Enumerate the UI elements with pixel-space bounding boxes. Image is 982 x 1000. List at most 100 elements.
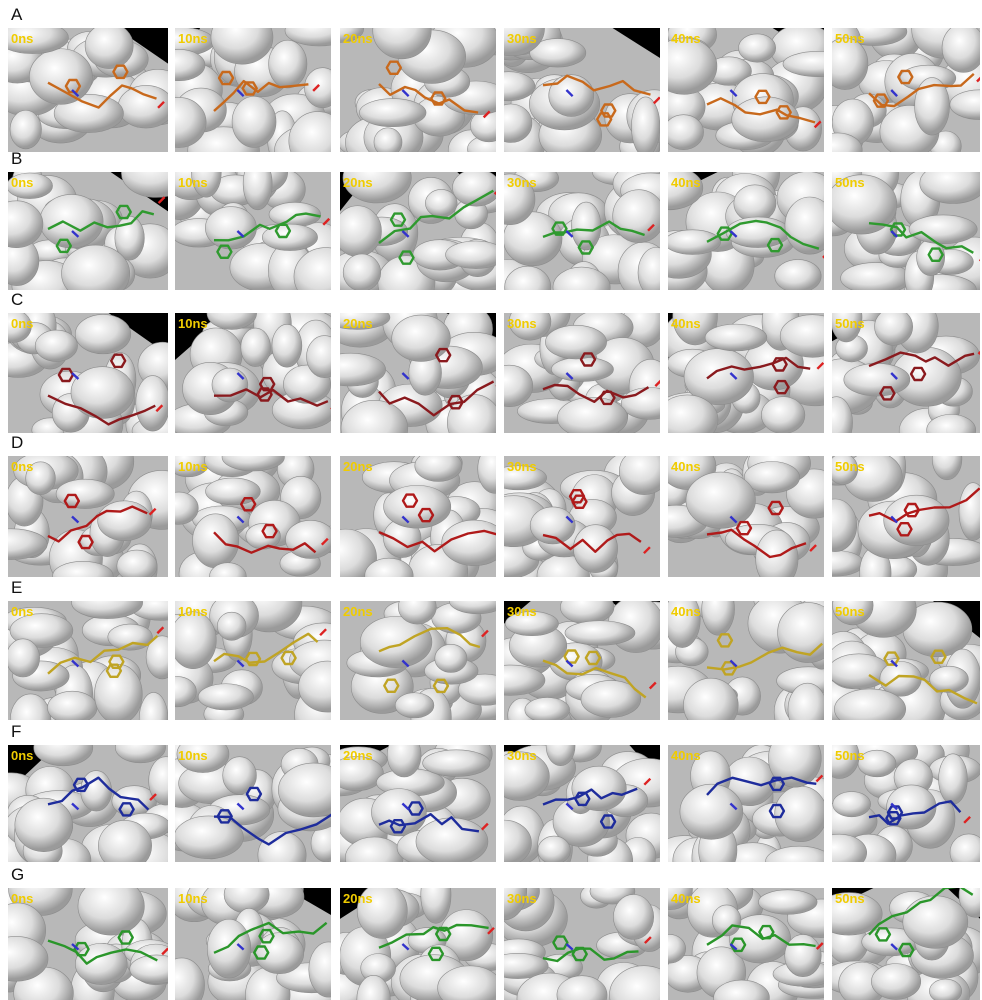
surface-lobe <box>788 683 827 736</box>
surface-lobe <box>139 692 168 745</box>
surface-lobe <box>360 616 432 667</box>
surface-lobe <box>833 792 871 817</box>
snapshot-panel <box>480 1 682 169</box>
row-label: E <box>11 578 22 597</box>
snapshot-panel <box>472 159 681 316</box>
surface-lobe <box>278 763 349 817</box>
surface-lobe <box>761 397 805 434</box>
row-label: D <box>11 433 23 452</box>
surface-lobe <box>920 163 982 204</box>
surface-lobe <box>307 336 343 378</box>
surface-lobe <box>490 104 532 142</box>
surface-lobe <box>341 400 408 456</box>
time-label: 40ns <box>671 604 701 619</box>
surface-lobe <box>663 115 703 150</box>
snapshot-panel <box>637 144 839 305</box>
surface-lobe <box>98 501 152 541</box>
row-label: F <box>11 722 21 741</box>
surface-lobe <box>758 890 817 915</box>
surface-lobe <box>392 315 451 361</box>
surface-lobe <box>6 639 39 677</box>
surface-lobe <box>224 876 269 913</box>
page: A0ns10ns20ns30ns40ns50nsB0ns10ns20ns30ns… <box>0 0 982 1000</box>
surface-lobe <box>205 207 256 250</box>
surface-lobe <box>765 846 833 877</box>
surface-lobe <box>56 479 114 508</box>
surface-lobe <box>193 514 239 568</box>
surface-lobe <box>115 732 165 763</box>
surface-lobe <box>373 3 431 59</box>
surface-lobe <box>651 38 717 94</box>
snapshot-panel <box>155 143 358 306</box>
surface-lobe <box>72 587 143 619</box>
surface-lobe <box>702 583 735 635</box>
surface-lobe <box>871 964 920 1000</box>
surface-lobe <box>423 750 490 777</box>
snapshot-panel <box>487 289 679 438</box>
snapshot-panel <box>656 288 850 445</box>
surface-lobe <box>174 816 243 859</box>
hetero-atom <box>331 403 337 409</box>
surface-lobe <box>785 934 822 976</box>
surface-lobe <box>844 363 910 396</box>
surface-lobe <box>565 621 635 646</box>
surface-lobe <box>170 612 216 669</box>
time-label: 0ns <box>11 31 33 46</box>
surface-lobe <box>571 202 601 250</box>
surface-lobe <box>334 206 382 257</box>
surface-lobe <box>47 691 97 724</box>
surface-lobe <box>942 23 982 72</box>
surface-lobe <box>820 397 852 449</box>
surface-lobe <box>387 733 421 777</box>
time-label: 20ns <box>343 459 373 474</box>
surface-lobe <box>560 591 614 624</box>
time-label: 30ns <box>507 316 537 331</box>
surface-lobe <box>613 894 653 939</box>
surface-lobe <box>365 558 413 593</box>
time-label: 40ns <box>671 316 701 331</box>
time-label: 10ns <box>178 316 208 331</box>
surface-lobe <box>40 194 103 248</box>
surface-lobe <box>243 158 272 210</box>
surface-lobe <box>304 68 340 108</box>
time-label: 10ns <box>178 459 208 474</box>
snapshot-panel <box>807 581 982 737</box>
snapshot-panel <box>159 861 349 1000</box>
surface-lobe <box>929 979 961 1000</box>
surface-lobe <box>272 324 302 367</box>
surface-lobe <box>442 520 507 566</box>
surface-lobe <box>415 450 462 481</box>
surface-lobe <box>289 112 347 171</box>
time-label: 20ns <box>343 31 373 46</box>
surface-lobe <box>241 328 271 367</box>
snapshot-panel <box>807 438 982 599</box>
time-label: 50ns <box>835 459 865 474</box>
surface-lobe <box>939 754 968 804</box>
surface-lobe <box>395 693 434 718</box>
surface-lobe <box>538 836 571 864</box>
time-label: 40ns <box>671 31 701 46</box>
snapshot-panel <box>476 860 679 1000</box>
row-label: G <box>11 865 24 884</box>
surface-lobe <box>738 34 775 62</box>
surface-lobe <box>927 414 976 446</box>
surface-lobe <box>53 561 114 591</box>
surface-lobe <box>665 230 721 255</box>
surface-lobe <box>359 99 426 127</box>
surface-lobe <box>656 395 718 445</box>
surface-lobe <box>118 85 174 128</box>
surface-lobe <box>449 588 506 613</box>
surface-lobe <box>425 189 457 216</box>
time-label: 20ns <box>343 891 373 906</box>
surface-lobe <box>117 550 157 582</box>
surface-lobe <box>546 727 575 766</box>
surface-lobe <box>10 110 41 149</box>
surface-lobe <box>734 185 776 222</box>
time-label: 10ns <box>178 748 208 763</box>
time-label: 30ns <box>507 891 537 906</box>
time-label: 20ns <box>343 748 373 763</box>
surface-lobe <box>683 678 738 732</box>
time-label: 50ns <box>835 748 865 763</box>
hetero-atom <box>333 909 339 915</box>
surface-lobe <box>343 254 381 291</box>
